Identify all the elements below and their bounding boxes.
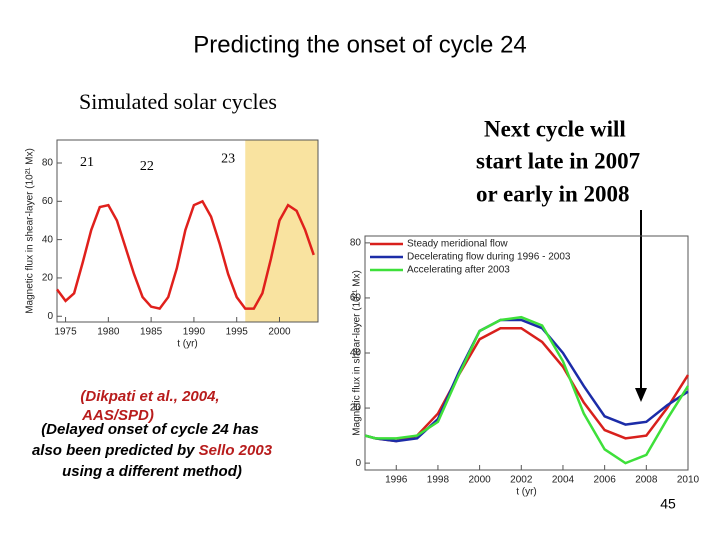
note: (Delayed onset of cycle 24 has [41, 421, 259, 438]
y-tick-label: 40 [42, 234, 54, 245]
x-tick-label: 1975 [54, 327, 77, 338]
citation: (Dikpati et al., 2004, [80, 388, 219, 405]
x-axis-label: t (yr) [516, 487, 537, 498]
y-axis-label: Magnetic flux in shear-layer (10²¹ Mx) [25, 148, 36, 314]
note-text: also been predicted by [32, 442, 199, 459]
x-axis-label: t (yr) [177, 339, 198, 350]
y-tick-label: 20 [350, 403, 362, 414]
x-tick-label: 1995 [226, 327, 249, 338]
x-tick-label: 1980 [97, 327, 120, 338]
cycle-label: 23 [221, 151, 235, 166]
data-line [364, 326, 690, 443]
slide-title: Predicting the onset of cycle 24 [193, 31, 527, 58]
y-tick-label: 80 [42, 158, 54, 169]
y-tick-label: 0 [47, 311, 53, 322]
x-tick-label: 1990 [183, 327, 206, 338]
x-tick-label: 2000 [468, 475, 491, 486]
x-tick-label: 2008 [635, 475, 658, 486]
x-tick-label: 2010 [677, 475, 700, 486]
y-tick-label: 80 [350, 238, 362, 249]
x-tick-label: 1998 [427, 475, 450, 486]
note: using a different method) [62, 463, 242, 480]
cycle-label: 21 [80, 155, 94, 170]
legend-label: Decelerating flow during 1996 - 2003 [407, 252, 571, 263]
arrow-head [635, 388, 647, 402]
subtitle: Simulated solar cycles [79, 89, 277, 114]
x-tick-label: 2006 [594, 475, 617, 486]
page-number: 45 [660, 496, 676, 512]
y-tick-label: 40 [350, 348, 362, 359]
plot-frame [56, 139, 319, 323]
callout-line: Next cycle will [484, 116, 626, 141]
y-tick-label: 20 [42, 273, 54, 284]
callout-line: start late in 2007 [476, 148, 640, 173]
x-tick-label: 2004 [552, 475, 575, 486]
cycle-label: 22 [140, 159, 154, 174]
callout-line: or early in 2008 [476, 181, 630, 206]
x-tick-label: 2000 [268, 327, 291, 338]
legend-label: Accelerating after 2003 [407, 265, 510, 276]
note: also been predicted by Sello 2003 [32, 442, 273, 459]
citation: AAS/SPD) [81, 407, 154, 424]
y-tick-label: 0 [355, 458, 361, 469]
y-tick-label: 60 [42, 196, 54, 207]
legend-label: Steady meridional flow [407, 239, 508, 250]
y-tick-label: 60 [350, 293, 362, 304]
y-axis-label: Magnetic flux in shear-layer (10²¹ Mx) [352, 270, 363, 436]
x-tick-label: 1985 [140, 327, 163, 338]
x-tick-label: 2002 [510, 475, 533, 486]
data-line [364, 315, 690, 465]
shaded-span [245, 140, 318, 322]
data-line [55, 199, 315, 310]
x-tick-label: 1996 [385, 475, 408, 486]
note-ref: Sello 2003 [199, 442, 273, 459]
data-line [364, 318, 689, 443]
